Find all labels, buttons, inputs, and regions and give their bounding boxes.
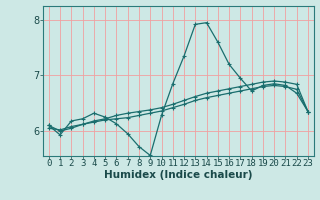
X-axis label: Humidex (Indice chaleur): Humidex (Indice chaleur) <box>104 170 253 180</box>
